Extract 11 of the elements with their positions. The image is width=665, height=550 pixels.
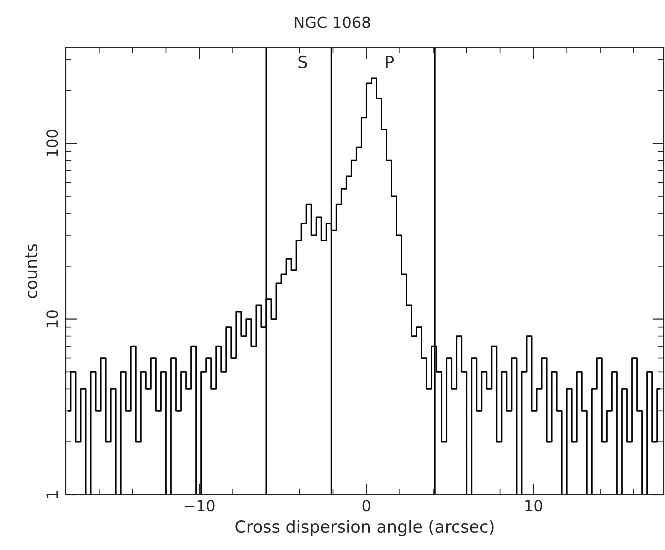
y-axis-title: counts	[26, 244, 38, 298]
y-tick-label: 100	[46, 130, 58, 156]
annotation: S	[298, 56, 308, 68]
annotation: P	[386, 56, 394, 68]
y-tick-label: 1	[46, 492, 58, 498]
x-tick-label: −10	[185, 500, 215, 512]
chart-title: NGC 1068	[295, 16, 370, 28]
x-tick-label: 0	[362, 500, 371, 512]
x-tick-label: 10	[526, 500, 542, 512]
x-axis-title: Cross dispersion angle (arcsec)	[236, 520, 494, 536]
y-tick-label: 10	[46, 310, 58, 328]
